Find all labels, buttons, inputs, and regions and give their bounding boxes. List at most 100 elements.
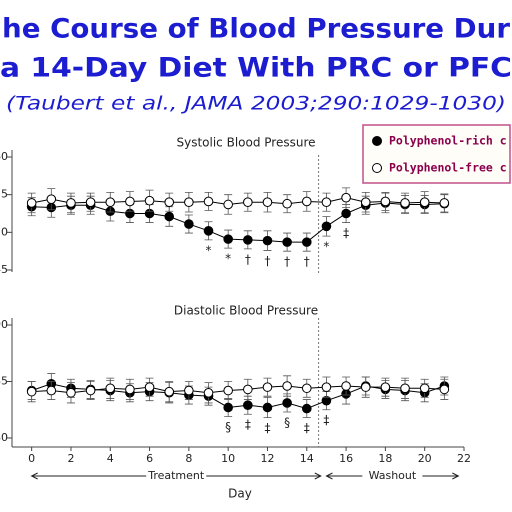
data-point [26, 386, 37, 397]
x-tick-label: 0 [28, 452, 35, 465]
citation: (Taubert et al., JAMA 2003;290:1029-1030… [6, 93, 506, 115]
annotation: § [284, 415, 290, 429]
y-tick-label: 80 [0, 431, 8, 444]
x-tick-label: 18 [378, 452, 392, 465]
data-point [144, 195, 155, 206]
data-point [164, 211, 175, 222]
data-point [243, 197, 253, 207]
data-point [380, 382, 391, 392]
annotation: ‡ [323, 413, 329, 427]
data-point [203, 196, 214, 207]
phase-label-bg [362, 469, 423, 483]
x-tick-label: 12 [260, 452, 274, 465]
annotation: † [284, 255, 290, 269]
phase-label: Treatment [147, 469, 205, 482]
annotation: * [323, 240, 329, 254]
data-point [262, 235, 273, 246]
data-point [282, 198, 292, 209]
x-tick-label: 22 [457, 452, 471, 465]
data-point [223, 385, 233, 396]
series-line [31, 202, 445, 243]
y-tick-label: 150 [0, 225, 8, 238]
data-point [341, 381, 351, 391]
data-point [341, 208, 351, 219]
series-line [31, 197, 445, 205]
data-point [262, 402, 273, 413]
annotation: ‡ [304, 421, 310, 435]
x-tick-label: 4 [107, 452, 114, 465]
data-point [380, 196, 391, 207]
data-point [301, 196, 312, 207]
data-point [301, 383, 312, 394]
chart-title: Diastolic Blood Pressure [174, 304, 318, 318]
legend-box [362, 124, 511, 184]
annotation: § [225, 420, 231, 434]
annotation: † [264, 254, 270, 268]
y-tick-label: 90 [0, 318, 8, 331]
annotation: ‡ [343, 226, 349, 240]
x-tick-label: 2 [67, 452, 74, 465]
phase-label-bg [146, 469, 207, 483]
data-point [262, 382, 273, 392]
x-tick-label: 14 [300, 452, 314, 465]
data-point [243, 235, 253, 245]
x-tick-label: 10 [221, 452, 235, 465]
data-point [243, 400, 253, 411]
data-point [125, 384, 135, 395]
data-point [66, 198, 76, 208]
data-point [282, 398, 292, 408]
data-point [85, 385, 96, 396]
data-point [164, 386, 175, 397]
legend-label: Polyphenol-rich c [389, 134, 507, 148]
data-point [184, 385, 194, 396]
data-point [419, 383, 430, 394]
data-point [301, 237, 312, 247]
annotation: * [206, 243, 212, 257]
data-point [439, 384, 450, 395]
y-tick-label: 145 [0, 263, 8, 276]
data-point [360, 382, 371, 392]
data-point [223, 234, 233, 244]
x-tick-label: 20 [418, 452, 432, 465]
data-point [105, 383, 116, 394]
y-tick-label: 155 [0, 188, 8, 201]
chart-title: Systolic Blood Pressure [176, 136, 315, 150]
y-tick-label: 85 [0, 374, 8, 387]
data-point [66, 387, 76, 398]
data-point [184, 219, 194, 229]
data-point [419, 197, 430, 207]
legend-marker [372, 136, 382, 146]
data-point [360, 197, 371, 207]
data-point [46, 385, 57, 396]
x-tick-label: 16 [339, 452, 353, 465]
data-point [282, 381, 292, 391]
data-point [400, 198, 410, 208]
series-line [31, 383, 445, 410]
series-line [31, 385, 445, 394]
data-point [203, 226, 214, 236]
data-point [85, 197, 96, 207]
data-point [125, 196, 135, 207]
annotation: † [245, 252, 251, 266]
title-line: a 14-Day Diet With PRC or PFC [0, 53, 512, 84]
phase-label: Washout [369, 469, 417, 482]
x-tick-label: 8 [185, 452, 192, 465]
data-point [321, 382, 332, 392]
data-point [46, 194, 57, 204]
annotation: † [304, 255, 310, 269]
x-tick-label: 6 [146, 452, 153, 465]
legend-label: Polyphenol-free c [389, 161, 507, 175]
data-point [301, 403, 312, 414]
data-point [321, 197, 332, 207]
data-point [341, 192, 351, 203]
x-axis-label: Day [228, 487, 252, 501]
legend-marker [372, 163, 382, 173]
data-point [262, 197, 273, 207]
y-tick-label: 160 [0, 150, 8, 163]
data-point [282, 237, 292, 247]
annotation: * [225, 252, 231, 266]
data-point [105, 197, 116, 207]
data-point [243, 384, 253, 395]
data-point [400, 383, 410, 394]
